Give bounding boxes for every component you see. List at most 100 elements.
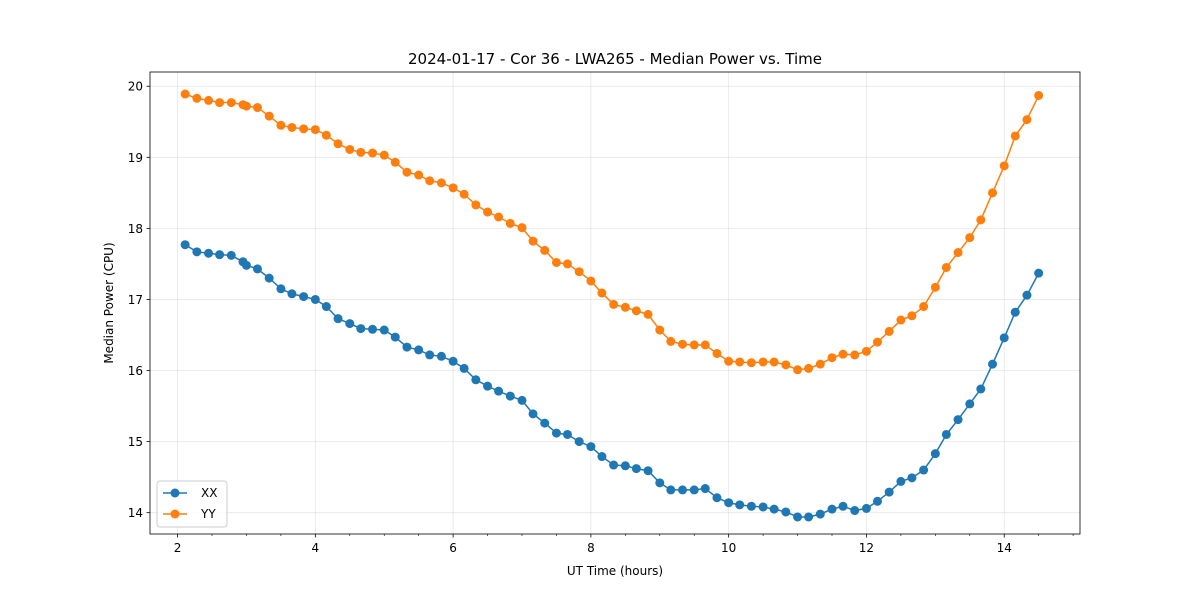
data-point-xx xyxy=(746,501,756,511)
data-point-yy xyxy=(678,339,688,349)
data-point-xx xyxy=(781,507,791,517)
data-point-yy xyxy=(276,120,286,130)
data-point-yy xyxy=(574,267,584,277)
data-point-yy xyxy=(264,111,274,121)
data-point-xx xyxy=(850,506,860,516)
data-point-yy xyxy=(907,311,917,321)
legend-label-xx: XX xyxy=(201,486,217,500)
data-point-yy xyxy=(804,363,814,373)
data-point-xx xyxy=(368,324,378,334)
data-point-xx xyxy=(712,493,722,503)
series-layer xyxy=(180,89,1044,522)
data-point-xx xyxy=(872,496,882,506)
data-point-yy xyxy=(884,326,894,336)
data-point-yy xyxy=(287,122,297,132)
data-point-yy xyxy=(551,257,561,267)
data-point-yy xyxy=(781,360,791,370)
data-point-yy xyxy=(192,93,202,103)
data-point-xx xyxy=(597,452,607,462)
data-point-xx xyxy=(907,473,917,483)
data-point-xx xyxy=(356,324,366,334)
data-point-xx xyxy=(838,501,848,511)
data-point-xx xyxy=(793,512,803,522)
data-point-xx xyxy=(735,500,745,510)
data-point-yy xyxy=(620,302,630,312)
data-point-yy xyxy=(941,262,951,272)
data-point-yy xyxy=(414,170,424,180)
y-tick-label: 17 xyxy=(128,293,143,307)
data-point-yy xyxy=(712,348,722,358)
data-point-xx xyxy=(264,273,274,283)
data-point-xx xyxy=(631,464,641,474)
series-line-xx xyxy=(184,244,1040,518)
x-tick-label: 8 xyxy=(587,541,595,555)
data-point-xx xyxy=(345,319,355,329)
data-point-xx xyxy=(402,342,412,352)
data-point-xx xyxy=(827,504,837,514)
data-point-xx xyxy=(586,442,596,452)
data-point-yy xyxy=(689,340,699,350)
data-point-yy xyxy=(919,302,929,312)
data-point-xx xyxy=(562,429,572,439)
data-point-yy xyxy=(861,346,871,356)
data-point-yy xyxy=(1022,115,1032,125)
data-point-yy xyxy=(241,101,251,111)
data-point-yy xyxy=(769,357,779,367)
plot-frame xyxy=(149,71,1081,535)
data-point-yy xyxy=(724,356,734,366)
data-point-xx xyxy=(333,314,343,324)
data-point-xx xyxy=(999,333,1009,343)
data-point-xx xyxy=(379,325,389,335)
data-point-yy xyxy=(827,353,837,363)
data-point-yy xyxy=(999,161,1009,171)
data-point-xx xyxy=(310,294,320,304)
data-point-yy xyxy=(988,188,998,198)
data-point-xx xyxy=(574,437,584,447)
grid xyxy=(150,72,1080,534)
data-point-xx xyxy=(414,345,424,355)
legend-marker-xx xyxy=(170,488,180,498)
data-point-yy xyxy=(402,167,412,177)
data-point-xx xyxy=(884,487,894,497)
data-point-yy xyxy=(448,183,458,193)
data-point-xx xyxy=(769,504,779,514)
data-point-yy xyxy=(896,315,906,325)
data-point-xx xyxy=(192,247,202,257)
chart-title: 2024-01-17 - Cor 36 - LWA265 - Median Po… xyxy=(408,50,822,68)
data-point-xx xyxy=(700,484,710,494)
data-point-yy xyxy=(471,200,481,210)
data-point-xx xyxy=(494,386,504,396)
data-point-xx xyxy=(425,350,435,360)
data-point-yy xyxy=(609,299,619,309)
data-point-xx xyxy=(976,384,986,394)
data-point-xx xyxy=(276,284,286,294)
data-point-yy xyxy=(976,215,986,225)
data-point-yy xyxy=(459,189,469,199)
data-point-yy xyxy=(815,359,825,369)
data-point-yy xyxy=(930,282,940,292)
data-point-xx xyxy=(620,461,630,471)
data-point-xx xyxy=(609,460,619,470)
data-point-xx xyxy=(815,509,825,519)
data-point-xx xyxy=(321,302,331,312)
data-point-yy xyxy=(746,358,756,368)
data-point-xx xyxy=(287,289,297,299)
data-point-yy xyxy=(204,95,214,105)
legend: XX YY xyxy=(156,480,228,528)
data-point-yy xyxy=(215,98,225,108)
data-point-yy xyxy=(838,349,848,359)
data-point-yy xyxy=(299,124,309,134)
x-tick-label: 2 xyxy=(174,541,182,555)
data-point-yy xyxy=(345,144,355,154)
data-point-yy xyxy=(333,139,343,149)
data-point-xx xyxy=(655,478,665,488)
data-point-yy xyxy=(310,125,320,135)
data-point-xx xyxy=(643,466,653,476)
data-point-yy xyxy=(379,150,389,160)
data-point-xx xyxy=(758,502,768,512)
y-tick-label: 16 xyxy=(128,364,143,378)
data-point-xx xyxy=(861,503,871,513)
data-point-yy xyxy=(368,148,378,158)
axis-ticks: 2 4 6 8 10 12 14 14 15 16 17 18 19 20 xyxy=(128,80,1074,555)
data-point-yy xyxy=(562,259,572,269)
